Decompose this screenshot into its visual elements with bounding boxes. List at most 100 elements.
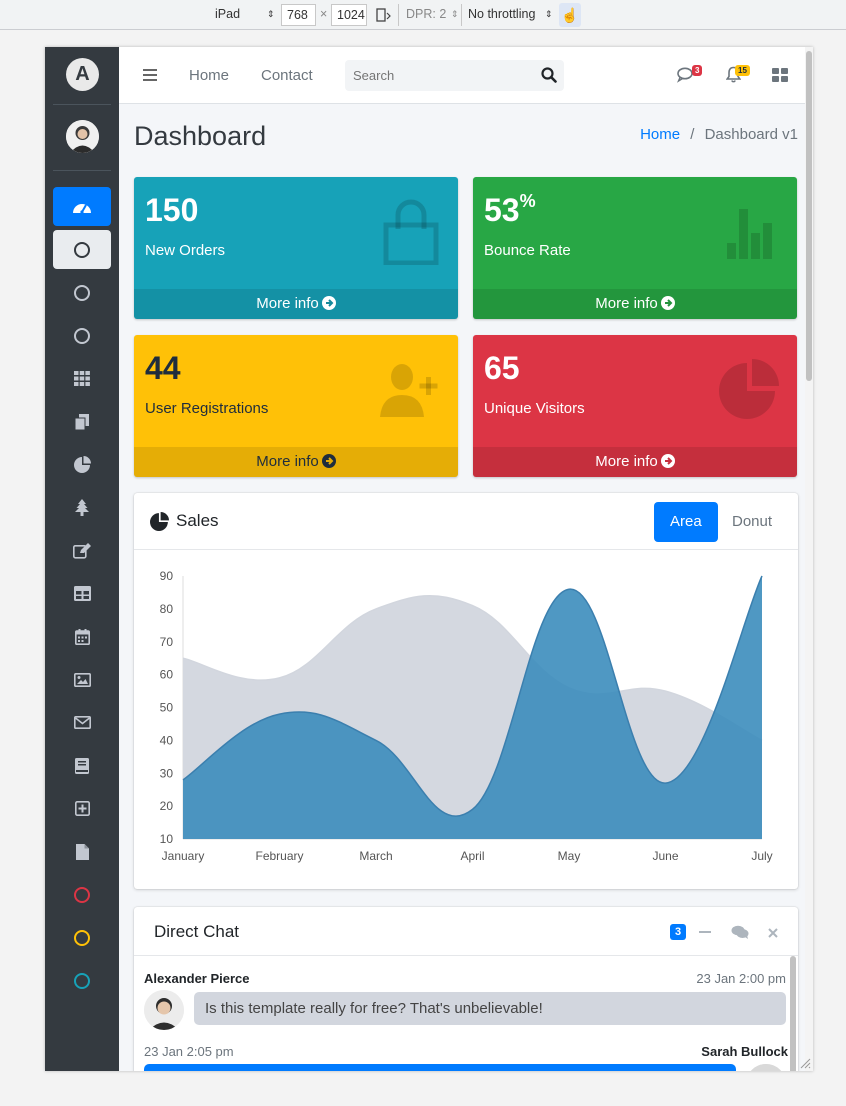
envelope-icon xyxy=(73,716,91,729)
device-select-arrow-icon[interactable]: ⇕ xyxy=(267,9,275,19)
nav-mailbox[interactable] xyxy=(53,703,111,742)
tab-area[interactable]: Area xyxy=(654,502,718,542)
nav-item-sub-2[interactable] xyxy=(53,273,111,312)
navbar-search xyxy=(345,60,564,91)
more-info-link[interactable]: More info xyxy=(473,447,797,477)
top-navbar: Home Contact 3 15 xyxy=(119,47,805,104)
x-tick-label: February xyxy=(255,849,303,863)
search-icon[interactable] xyxy=(541,67,557,83)
nav-extras[interactable] xyxy=(53,789,111,828)
box-value: 65 xyxy=(484,350,520,386)
calendar-icon xyxy=(74,628,90,645)
nav-forms[interactable] xyxy=(53,531,111,570)
avatar xyxy=(746,1064,786,1071)
x-tick-label: April xyxy=(460,849,484,863)
chart-pie-icon xyxy=(719,359,779,419)
close-icon[interactable] xyxy=(768,928,778,938)
table-icon xyxy=(73,586,91,601)
box-label: Unique Visitors xyxy=(484,400,585,417)
nav-documentation[interactable] xyxy=(53,832,111,871)
chart-pie-icon xyxy=(73,456,91,473)
chat-message-bubble: Is this template really for free? That's… xyxy=(194,992,786,1025)
width-input[interactable]: 768 xyxy=(281,4,316,26)
more-info-link[interactable]: More info xyxy=(134,447,458,477)
chat-scrollbar[interactable] xyxy=(790,956,796,1071)
breadcrumb: Home / Dashboard v1 xyxy=(640,126,798,143)
times-icon: × xyxy=(320,7,328,21)
breadcrumb-home[interactable]: Home xyxy=(640,126,681,143)
menu-toggle-icon[interactable] xyxy=(143,69,157,81)
nav-label-important[interactable] xyxy=(53,875,111,914)
sales-card: Sales Area Donut 10 20 30 40 50 60 70 80 90 Janu… xyxy=(134,493,798,889)
more-info-link[interactable]: More info xyxy=(134,289,458,319)
throttling-select[interactable]: No throttling xyxy=(468,7,536,21)
nav-calendar[interactable] xyxy=(53,617,111,656)
brand-logo-icon[interactable]: A xyxy=(66,58,99,91)
circle-warning-icon xyxy=(74,929,90,946)
notifications-badge: 15 xyxy=(735,65,750,76)
minus-icon[interactable] xyxy=(699,931,711,933)
device-select[interactable]: iPad xyxy=(215,7,241,21)
arrow-circle-right-icon xyxy=(321,296,336,310)
nav-widgets[interactable] xyxy=(53,359,111,398)
page-scrollbar[interactable] xyxy=(805,47,813,1071)
small-box-unique-visitors: 65 Unique Visitors More info xyxy=(473,335,797,477)
edit-icon xyxy=(73,542,91,559)
nav-pages[interactable] xyxy=(53,746,111,785)
resize-handle-icon[interactable] xyxy=(799,1057,811,1069)
book-icon xyxy=(75,757,89,774)
user-avatar[interactable] xyxy=(66,120,99,153)
nav-label-warning[interactable] xyxy=(53,918,111,957)
small-box-user-registrations: 44 User Registrations More info xyxy=(134,335,458,477)
nav-charts[interactable] xyxy=(53,445,111,484)
nav-layout[interactable] xyxy=(53,402,111,441)
height-input[interactable]: 1024 xyxy=(331,4,367,26)
th-large-icon[interactable] xyxy=(772,68,788,82)
y-tick-label: 80 xyxy=(160,602,174,616)
nav-label-info[interactable] xyxy=(53,961,111,1000)
chat-messages[interactable]: Alexander Pierce 23 Jan 2:00 pm Is this … xyxy=(134,956,798,1071)
tab-donut[interactable]: Donut xyxy=(732,513,773,530)
rotate-icon[interactable] xyxy=(375,7,391,23)
direct-chat-header: Direct Chat 3 xyxy=(134,907,798,956)
nav-ui-elements[interactable] xyxy=(53,488,111,527)
nav-gallery[interactable] xyxy=(53,660,111,699)
y-tick-label: 90 xyxy=(160,569,174,583)
x-tick-label: May xyxy=(558,849,581,863)
nav-item-sub-3[interactable] xyxy=(53,316,111,355)
tachometer-icon xyxy=(73,203,91,214)
x-tick-label: July xyxy=(751,849,772,863)
more-info-link[interactable]: More info xyxy=(473,289,797,319)
y-tick-label: 20 xyxy=(160,799,174,813)
y-tick-label: 30 xyxy=(160,766,174,780)
dpr-select[interactable]: DPR: 2 xyxy=(406,7,447,21)
direct-chat-card: Direct Chat 3 Alexander Pierce 23 Jan 2:… xyxy=(134,907,798,1071)
search-input[interactable] xyxy=(345,60,535,91)
nav-link-contact[interactable]: Contact xyxy=(261,67,313,84)
main-sidebar: A xyxy=(45,47,119,1071)
small-box-new-orders: 150 New Orders More info xyxy=(134,177,458,319)
box-value: 44 xyxy=(145,350,181,386)
comments-icon[interactable] xyxy=(731,925,749,939)
nav-dashboard[interactable] xyxy=(53,187,111,226)
arrow-circle-right-icon xyxy=(660,296,675,310)
devtools-device-toolbar: iPad ⇕ 768 × 1024 DPR: 2 ⇕ No throttling… xyxy=(0,0,846,30)
nav-item-sub-1[interactable] xyxy=(53,230,111,269)
y-tick-label: 40 xyxy=(160,733,174,747)
nav-link-home[interactable]: Home xyxy=(189,67,230,84)
box-label: New Orders xyxy=(145,242,226,259)
nav-tables[interactable] xyxy=(53,574,111,613)
chat-message-bubble-right xyxy=(144,1064,736,1071)
sales-area-chart: 10 20 30 40 50 60 70 80 90 January February March A… xyxy=(160,569,773,863)
file-icon xyxy=(75,843,89,860)
y-tick-label: 60 xyxy=(160,668,174,682)
touch-icon[interactable]: ☝ xyxy=(559,3,581,27)
user-plus-icon xyxy=(380,364,438,417)
x-tick-label: January xyxy=(162,849,205,863)
messages-badge: 3 xyxy=(692,65,703,76)
y-tick-label: 10 xyxy=(160,832,174,846)
circle-info-icon xyxy=(74,972,90,989)
circle-danger-icon xyxy=(74,886,90,903)
chat-count-badge: 3 xyxy=(670,924,687,940)
plus-square-icon xyxy=(74,801,90,816)
